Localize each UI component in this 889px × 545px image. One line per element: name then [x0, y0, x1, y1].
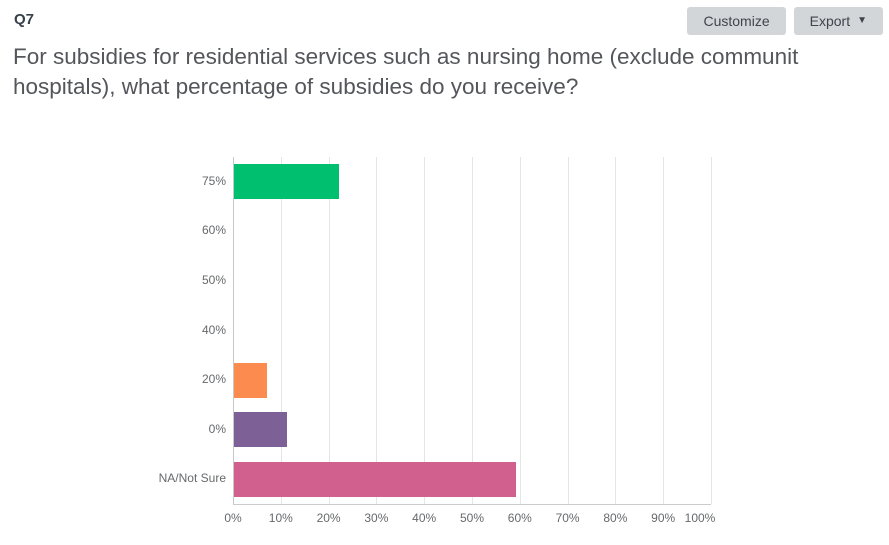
x-tick-label: 100% [684, 511, 716, 525]
bar-75- [234, 164, 340, 200]
bar-na-not-sure [234, 461, 517, 497]
category-label: 50% [201, 272, 226, 287]
x-tick-label: 30% [364, 511, 389, 525]
gridline [424, 157, 426, 504]
x-tick-label: 0% [224, 511, 242, 525]
x-tick-label: 10% [268, 511, 293, 525]
x-tick-label: 90% [651, 511, 676, 525]
gridline [328, 157, 330, 504]
header-buttons: Customize Export ▼ [687, 7, 883, 35]
customize-button[interactable]: Customize [687, 7, 786, 35]
x-axis-line [233, 504, 711, 505]
x-tick-label: 70% [555, 511, 580, 525]
gridline [519, 157, 521, 504]
x-tick-label: 60% [507, 511, 532, 525]
x-tick-label: 20% [316, 511, 341, 525]
bar-0- [234, 412, 287, 448]
category-label: 40% [201, 322, 226, 337]
x-tick-label: 80% [603, 511, 628, 525]
bar-20- [234, 362, 268, 398]
export-button[interactable]: Export ▼ [793, 7, 883, 35]
gridline [567, 157, 569, 504]
category-label: 60% [201, 223, 226, 238]
gridline [615, 157, 617, 504]
question-number: Q7 [14, 11, 35, 28]
category-label: 0% [208, 421, 226, 436]
gridline [280, 157, 282, 504]
export-button-label: Export [809, 13, 851, 29]
gridline [663, 157, 665, 504]
caret-down-icon: ▼ [857, 15, 867, 26]
category-label: 75% [201, 173, 226, 188]
x-tick-label: 40% [412, 511, 437, 525]
category-label: NA/Not Sure [158, 471, 226, 486]
gridline [711, 157, 712, 504]
category-label: 20% [201, 372, 226, 387]
x-tick-label: 50% [459, 511, 485, 525]
y-axis-line [233, 157, 234, 504]
gridline [376, 157, 378, 504]
gridline [472, 157, 473, 504]
question-title: For subsidies for residential services s… [13, 44, 799, 99]
